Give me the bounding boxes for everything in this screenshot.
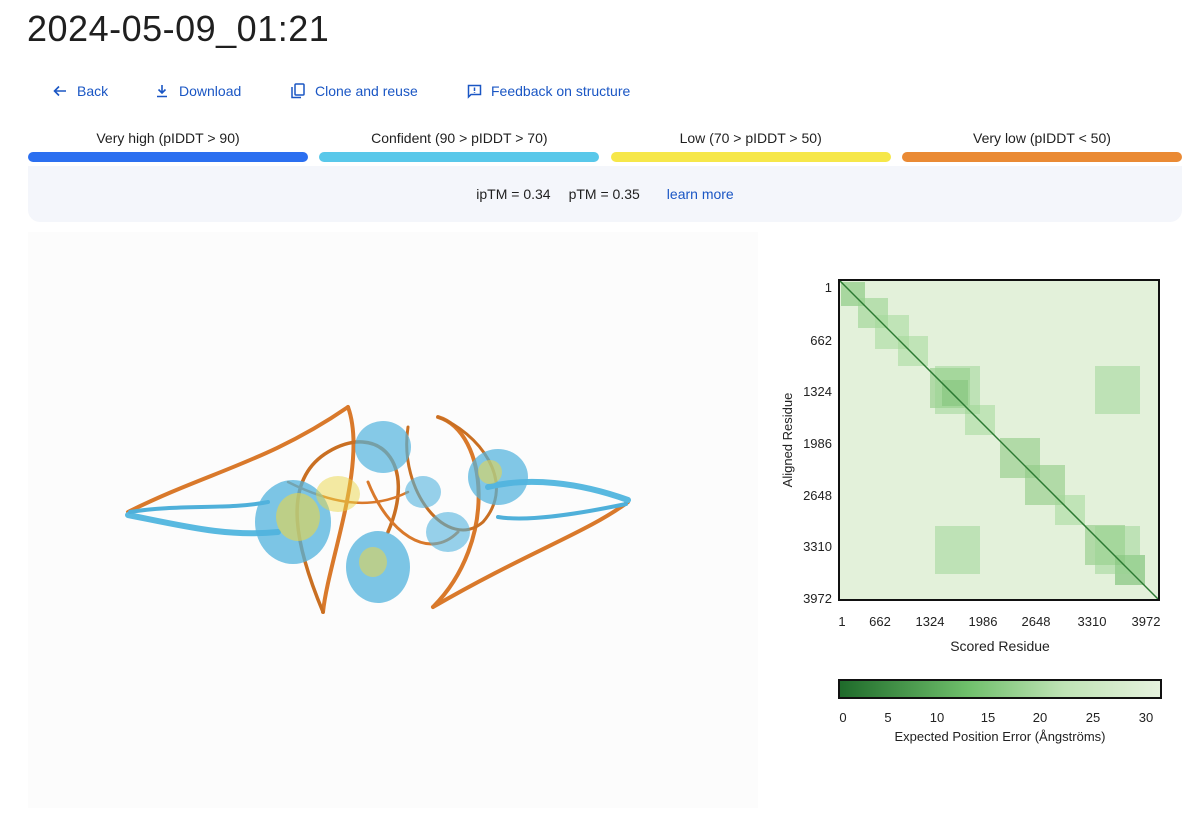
x-tick-label: 3972: [1132, 614, 1161, 629]
x-tick-label: 3310: [1078, 614, 1107, 629]
learn-more-link[interactable]: learn more: [666, 186, 734, 202]
colorbar-tick: 20: [1033, 710, 1047, 725]
y-tick-label: 1: [825, 280, 832, 295]
clone-label: Clone and reuse: [315, 83, 418, 99]
y-tick-label: 1986: [803, 436, 832, 451]
legend-bar: [319, 152, 600, 162]
back-button[interactable]: Back: [52, 80, 154, 102]
x-tick-label: 662: [869, 614, 891, 629]
y-axis-label: Aligned Residue: [780, 393, 795, 488]
download-button[interactable]: Download: [154, 80, 290, 102]
pae-heatmap-frame: [838, 279, 1160, 601]
colorbar-tick: 0: [839, 710, 846, 725]
x-tick-label: 1: [838, 614, 845, 629]
legend-bar: [610, 152, 891, 162]
x-tick-label: 2648: [1022, 614, 1051, 629]
colorbar-tick: 25: [1086, 710, 1100, 725]
ptm-value: pTM = 0.35: [568, 186, 640, 202]
y-tick-label: 1324: [803, 384, 832, 399]
download-icon: [154, 83, 170, 99]
legend-label: Low (70 > pIDDT > 50): [679, 130, 822, 146]
legend-very-high: Very high (pIDDT > 90): [28, 128, 308, 162]
colorbar: [838, 679, 1162, 699]
arrow-left-icon: [52, 83, 68, 99]
action-bar: Back Download Clone and reuse Feedback o…: [52, 80, 656, 102]
legend-label: Confident (90 > pIDDT > 70): [371, 130, 548, 146]
colorbar-tick: 15: [981, 710, 995, 725]
y-tick-label: 2648: [803, 488, 832, 503]
legend-bar: [28, 152, 308, 162]
feedback-button[interactable]: Feedback on structure: [466, 80, 656, 102]
protein-structure-render: [125, 405, 631, 614]
legend-confident: Confident (90 > pIDDT > 70): [319, 128, 600, 162]
y-tick-label: 3972: [803, 591, 832, 606]
x-axis-label: Scored Residue: [950, 638, 1050, 654]
metrics-panel: ipTM = 0.34 pTM = 0.35 learn more: [28, 166, 1182, 222]
pae-plot: 1 662 1324 1986 2648 3310 3972 Aligned R…: [770, 270, 1190, 750]
x-tick-label: 1324: [916, 614, 945, 629]
back-label: Back: [77, 83, 109, 99]
x-tick-label: 1986: [969, 614, 998, 629]
copy-icon: [290, 83, 306, 99]
legend-label: Very low (pIDDT < 50): [973, 130, 1111, 146]
feedback-icon: [466, 83, 482, 99]
iptm-value: ipTM = 0.34: [476, 186, 551, 202]
structure-viewer[interactable]: [28, 232, 758, 808]
legend-very-low: Very low (pIDDT < 50): [901, 128, 1182, 162]
feedback-label: Feedback on structure: [491, 83, 631, 99]
y-tick-label: 662: [810, 333, 832, 348]
colorbar-label: Expected Position Error (Ångströms): [895, 729, 1106, 744]
colorbar-tick: 5: [884, 710, 891, 725]
colorbar-tick: 30: [1139, 710, 1153, 725]
plddt-legend: Very high (pIDDT > 90) Confident (90 > p…: [28, 128, 1182, 162]
clone-and-reuse-button[interactable]: Clone and reuse: [290, 80, 466, 102]
download-label: Download: [179, 83, 242, 99]
y-tick-label: 3310: [803, 539, 832, 554]
legend-low: Low (70 > pIDDT > 50): [610, 128, 891, 162]
colorbar-tick: 10: [930, 710, 944, 725]
legend-bar: [901, 152, 1182, 162]
legend-label: Very high (pIDDT > 90): [96, 130, 240, 146]
page-title: 2024-05-09_01:21: [27, 8, 330, 49]
pae-chart: 1 662 1324 1986 2648 3310 3972 Aligned R…: [780, 279, 1162, 744]
